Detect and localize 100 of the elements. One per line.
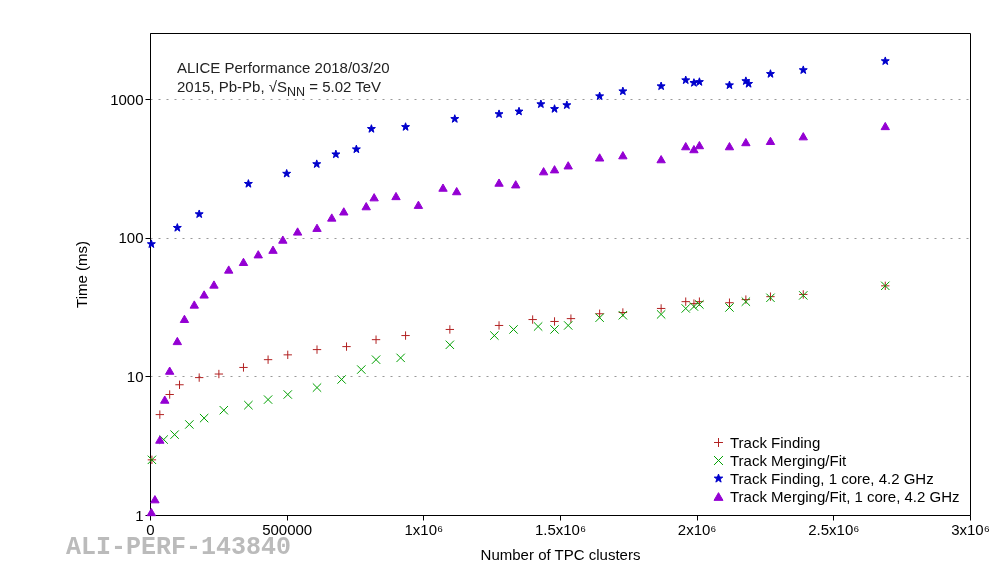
point [282,168,292,178]
point [527,314,538,325]
point [511,180,521,189]
point [741,137,751,147]
point [146,507,157,517]
point [219,405,229,415]
point [341,341,352,352]
point [549,165,560,174]
point [199,290,209,299]
x-tick-label: 2.5x10⁶ [808,520,860,538]
x-tick-label: 2x10⁶ [677,520,717,538]
point [184,419,195,430]
point [361,202,371,211]
legend-label: Track Finding, 1 core, 4.2 GHz [730,469,934,487]
point [562,100,572,110]
point [798,132,808,141]
point [366,124,376,133]
point [595,91,605,101]
point [798,65,808,74]
point [312,159,322,168]
point [278,235,288,244]
point [336,374,347,385]
point [724,298,735,308]
point [199,413,209,423]
point [158,434,169,445]
point [351,144,361,154]
point [563,320,573,331]
x-tick-label: 500000 [262,520,313,538]
point [243,400,254,410]
y-axis-title: Time (ms) [73,241,91,308]
point [445,324,455,335]
legend-label: Track Merging/Fit, 1 core, 4.2 GHz [730,487,960,505]
point [401,122,411,131]
point [494,178,504,187]
x-tick-label: 1x10⁶ [404,520,444,538]
point [146,239,156,248]
point [292,227,303,236]
point [165,366,175,375]
point [656,309,666,320]
point [681,142,691,151]
point [194,372,204,383]
point [533,321,543,332]
point [238,257,249,266]
point [765,69,775,78]
point [371,354,381,365]
point [724,302,735,313]
point [549,324,560,335]
point [172,223,182,232]
point [656,155,666,164]
point [694,140,705,150]
point [327,213,337,222]
point [724,142,735,151]
point [681,296,691,307]
point [150,495,160,504]
point [194,209,204,219]
point [689,78,699,87]
y-tick-label: 1 [135,506,144,524]
point [268,245,278,254]
y-tick-label: 10 [126,367,144,385]
point [172,336,183,346]
point [369,193,379,202]
point [169,429,180,440]
point [331,149,341,159]
point [694,77,704,86]
point [179,314,190,323]
point [253,250,263,259]
point [160,395,170,404]
point [413,200,424,209]
point [356,364,366,375]
point [689,144,699,154]
x-tick-label: 0 [146,520,155,538]
point [656,303,666,314]
point [681,75,691,85]
point [209,280,219,289]
y-tick-label: 100 [118,229,144,247]
point [656,81,666,91]
point [238,362,249,373]
legend-label: Track Finding [730,433,821,451]
point [549,316,560,327]
point [618,86,628,96]
point [450,114,460,123]
point [489,330,500,341]
annotation: 2015, Pb-Pb, √S$_{NN}$ = 5.02 TeV [177,77,382,101]
point [494,109,504,118]
x-tick-label: 1.5x10⁶ [534,520,587,538]
point [724,80,734,90]
point [494,320,504,331]
point [339,207,349,216]
point [263,354,273,365]
point [371,334,381,345]
x-tick-label: 3x10⁶ [951,520,990,538]
point [312,223,322,232]
point [400,330,411,341]
point [594,153,605,162]
point [312,382,322,393]
point [536,99,546,109]
point [566,313,576,324]
point [174,380,185,390]
point [243,179,253,188]
point [594,313,605,323]
